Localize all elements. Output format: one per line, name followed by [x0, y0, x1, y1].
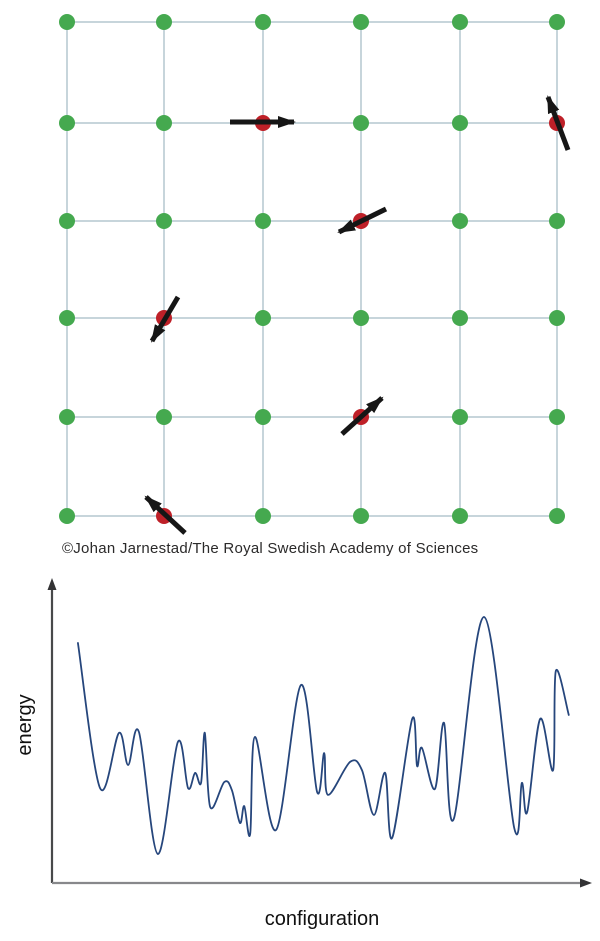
lattice-site-green [353, 115, 369, 131]
lattice-site-green [59, 409, 75, 425]
lattice-site-green [59, 310, 75, 326]
spin-arrow [149, 295, 181, 343]
lattice-site-green [59, 213, 75, 229]
x-axis-arrowhead-icon [580, 878, 592, 888]
lattice-site-green [156, 213, 172, 229]
spin-arrow [340, 396, 384, 436]
lattice-site-green [549, 213, 565, 229]
lattice-site-green [59, 115, 75, 131]
lattice-site-green [255, 213, 271, 229]
spin-arrow [545, 95, 571, 151]
lattice-site-green [549, 409, 565, 425]
lattice-site-green [452, 409, 468, 425]
y-axis-label-energy: energy [14, 694, 36, 756]
lattice-site-green [255, 14, 271, 30]
lattice-site-green [452, 310, 468, 326]
lattice-site-green [255, 409, 271, 425]
lattice-site-green [549, 508, 565, 524]
spin-arrow [144, 495, 187, 535]
spin-arrow [337, 206, 388, 235]
lattice-site-green [452, 508, 468, 524]
lattice-site-green [452, 14, 468, 30]
lattice-site-green [549, 14, 565, 30]
lattice-site-green [353, 310, 369, 326]
lattice-site-green [452, 213, 468, 229]
credit-text: ©Johan Jarnestad/The Royal Swedish Acade… [62, 540, 479, 557]
energy-curve [77, 616, 570, 855]
lattice-site-green [156, 409, 172, 425]
lattice-site-green [549, 310, 565, 326]
lattice-site-green [353, 508, 369, 524]
x-axis-label-configuration: configuration [264, 908, 380, 930]
lattice-site-green [156, 115, 172, 131]
lattice-site-green [255, 508, 271, 524]
lattice-site-green [156, 14, 172, 30]
lattice-site-green [353, 14, 369, 30]
y-axis-arrowhead-icon [47, 578, 57, 590]
lattice-site-green [255, 310, 271, 326]
lattice-site-green [59, 508, 75, 524]
spin-lattice [59, 14, 571, 535]
lattice-site-green [452, 115, 468, 131]
energy-landscape-chart [47, 578, 592, 888]
lattice-site-green [59, 14, 75, 30]
